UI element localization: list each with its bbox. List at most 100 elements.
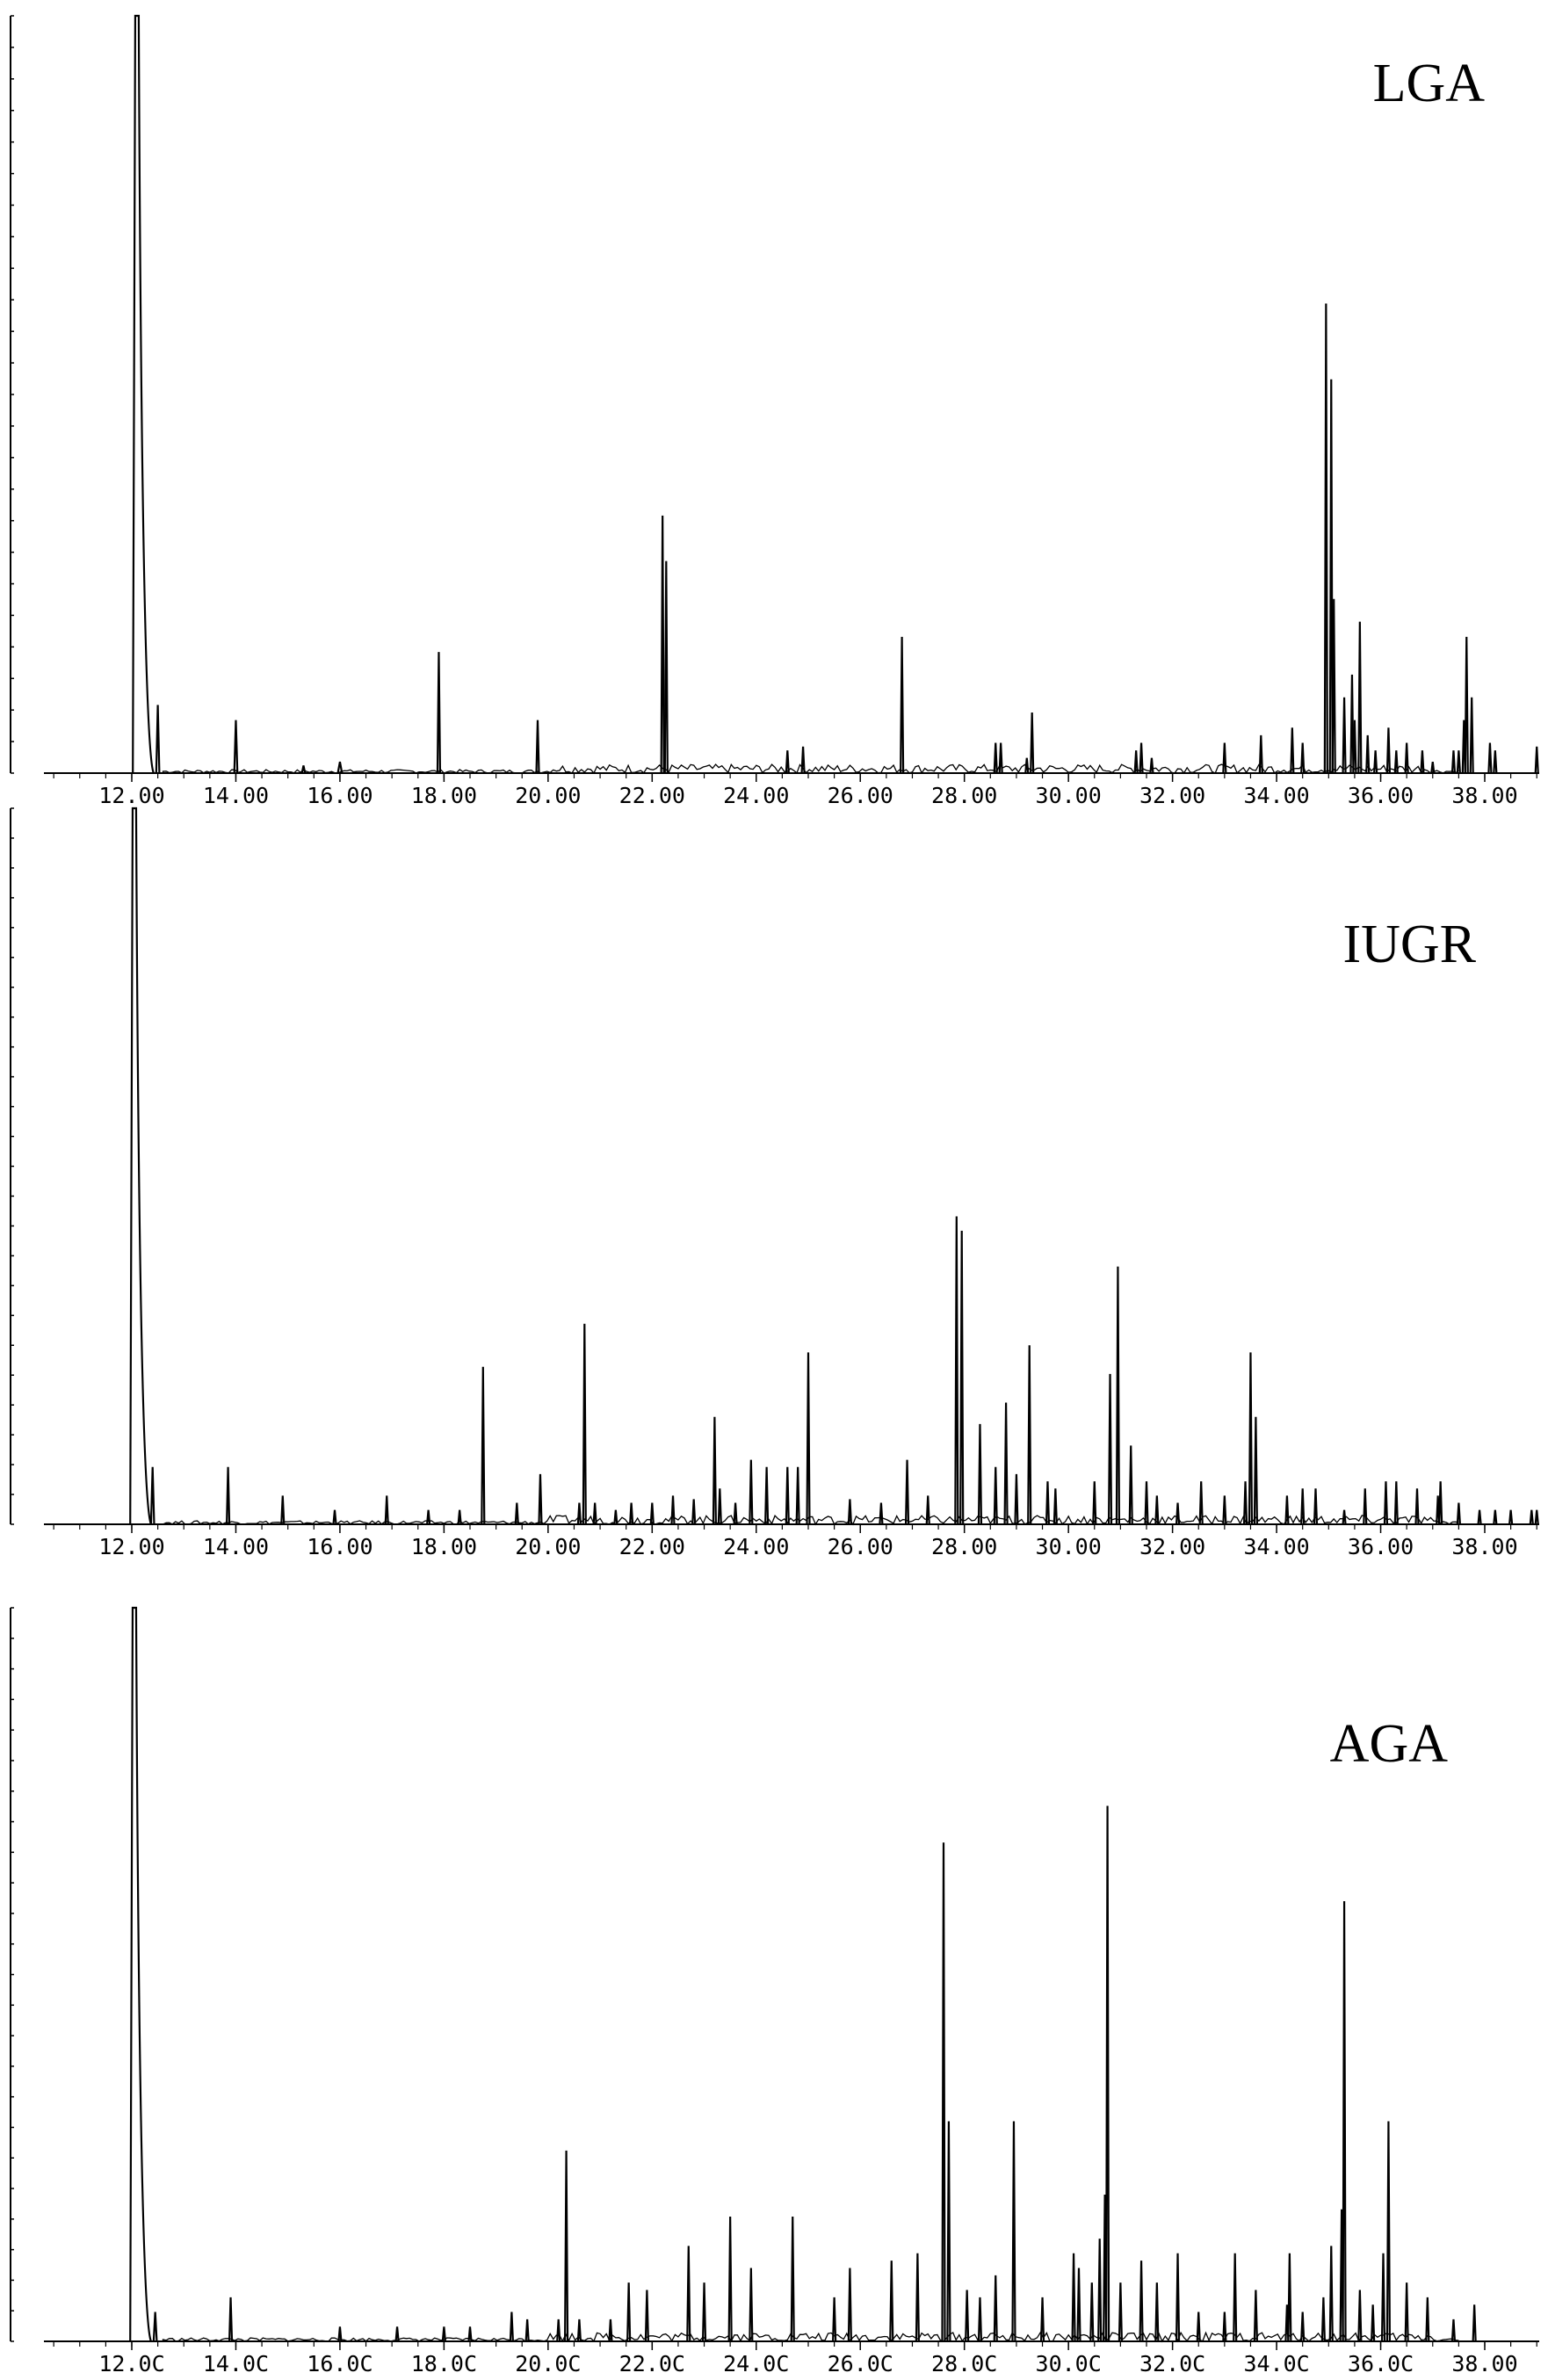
chromatogram-peak — [1464, 636, 1469, 774]
chromatogram-peak — [1014, 1473, 1019, 1525]
chromatogram-peak — [764, 1466, 770, 1525]
chromatogram-peak — [336, 761, 344, 774]
chromatogram-peak — [626, 2282, 632, 2342]
x-tick-label: 32.0C — [1139, 2351, 1205, 2376]
chromatogram-peak — [535, 720, 540, 774]
chromatogram-peak — [904, 1459, 910, 1525]
chromatogram-peak — [1242, 1481, 1248, 1525]
baseline-noise — [163, 1515, 1459, 1526]
x-tick-label: 36.0C — [1348, 2351, 1414, 2376]
chromatogram-peak — [1450, 750, 1457, 774]
chromatogram-peak — [129, 1606, 152, 2342]
chromatogram-peak — [1287, 2253, 1292, 2342]
chromatogram-panel-aga: 12.0C 14.0C 16.0C 18.0C 20.0C 22.0C 24.0C 26.0C… — [10, 1606, 1539, 2376]
chromatogram-peak — [225, 1466, 231, 1525]
chromatogram-peak — [1258, 734, 1263, 774]
baseline-noise — [162, 2331, 1459, 2343]
chromatogram-peak — [1133, 750, 1139, 774]
chromatogram-peak — [563, 2150, 569, 2342]
chromatogram-peak — [941, 1842, 946, 2342]
chromatogram-peak — [993, 2275, 998, 2342]
chromatogram-peak — [1373, 750, 1378, 774]
chromatogram-peak — [576, 1502, 582, 1525]
chromatogram-peak — [1357, 621, 1363, 774]
x-tick-label: 36.00 — [1348, 783, 1414, 808]
chromatogram-peak — [1420, 750, 1425, 774]
x-tick-label: 20.00 — [515, 1534, 581, 1559]
chromatogram-peak — [524, 2319, 530, 2342]
x-tick-label: 24.00 — [723, 783, 789, 808]
x-tick-label: 26.00 — [828, 1534, 893, 1559]
chromatogram-peak — [1175, 1502, 1181, 1525]
chromatogram-peak — [1139, 2261, 1144, 2342]
chromatogram-peak — [1450, 2319, 1457, 2342]
chromatogram-peak — [889, 2261, 894, 2342]
chromatogram-peak — [977, 1423, 983, 1525]
chromatogram-peak — [1493, 1509, 1498, 1525]
x-tick-label: 18.00 — [411, 783, 477, 808]
chromatogram-peak — [152, 2311, 158, 2342]
chromatogram-peak — [514, 1502, 519, 1525]
chromatogram-peak — [1045, 1481, 1051, 1525]
chromatogram-peak — [712, 1416, 717, 1525]
chromatogram-peak — [1030, 713, 1035, 774]
chromatogram-peak — [155, 705, 161, 774]
chromatogram-peak — [1104, 1805, 1110, 2342]
chromatogram-peak — [582, 1323, 587, 1525]
x-tick-label: 18.00 — [411, 1534, 477, 1559]
chromatogram-peak — [806, 1352, 811, 1525]
chromatogram-peak — [1175, 2253, 1181, 2342]
chromatogram-peak — [1357, 2290, 1363, 2342]
chromatogram-peak — [1339, 2209, 1344, 2342]
chromatogram-peak — [233, 720, 239, 774]
x-tick-label: 20.00 — [515, 783, 581, 808]
x-tick-label: 36.00 — [1348, 1534, 1414, 1559]
chromatogram-peak — [1092, 1481, 1097, 1525]
chromatogram-peak — [1027, 1345, 1032, 1525]
chromatogram-peak — [847, 1499, 852, 1525]
x-tick-label: 34.00 — [1243, 1534, 1309, 1559]
chromatogram-peak — [1331, 598, 1336, 774]
chromatogram-peak — [670, 1495, 676, 1525]
chromatogram-peak — [644, 2290, 649, 2342]
x-tick-label: 22.00 — [619, 783, 685, 808]
chromatogram-peak — [1115, 1266, 1121, 1525]
chromatogram-peak — [332, 1509, 337, 1525]
chromatogram-peak — [1342, 697, 1347, 774]
chromatogram-peak — [727, 2217, 733, 2342]
chromatogram-peak — [1222, 2311, 1227, 2342]
chromatogram-peak — [1323, 303, 1328, 774]
chromatogram-peak — [1456, 750, 1461, 774]
chromatogram-peak — [1300, 2311, 1306, 2342]
x-tick-label: 28.0C — [931, 2351, 997, 2376]
chromatogram-peak — [1300, 1488, 1306, 1525]
x-tick-label: 38.00 — [1451, 1534, 1517, 1559]
chromatogram-peak — [132, 14, 155, 774]
x-tick-label: 18.0C — [411, 2351, 477, 2376]
chromatogram-peak — [915, 2253, 920, 2342]
chromatogram-peak — [629, 1502, 634, 1525]
chromatogram-peak — [785, 1466, 790, 1525]
chromatogram-peak — [900, 636, 905, 774]
chromatogram-peak — [1328, 2246, 1334, 2342]
chromatogram-peak — [1222, 1495, 1227, 1525]
chromatogram-peak — [129, 807, 152, 1525]
chromatogram-peak — [749, 2268, 754, 2342]
chromatogram-peak — [592, 1502, 597, 1525]
chromatogram-peak — [1248, 1352, 1254, 1525]
chromatogram-peak — [1076, 2268, 1081, 2342]
chromatogram-peak — [457, 1509, 462, 1525]
chromatogram-peak — [1233, 2253, 1238, 2342]
chromatogram-peak — [733, 1502, 738, 1525]
x-tick-label: 12.00 — [98, 783, 164, 808]
chromatogram-peak — [1385, 727, 1392, 774]
x-tick-label: 24.0C — [723, 2351, 789, 2376]
chromatogram-peak — [1477, 1509, 1482, 1525]
chromatogram-peak — [1430, 761, 1436, 774]
chromatogram-panel-lga: 12.00 14.00 16.00 18.00 20.00 22.00 24.00 26.00… — [10, 14, 1539, 808]
chromatogram-peak — [394, 2326, 400, 2342]
chromatogram-peak — [1363, 1488, 1368, 1525]
chromatogram-peak — [1003, 1402, 1009, 1525]
chromatogram-peak — [1039, 2297, 1045, 2342]
chromatogram-peak — [1149, 757, 1154, 774]
